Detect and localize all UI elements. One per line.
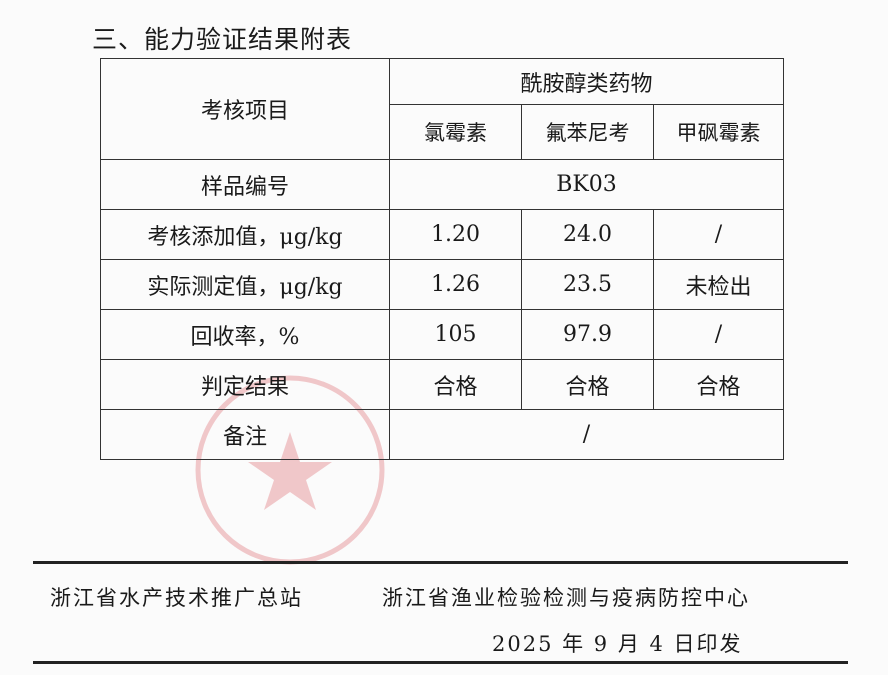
header-drug: 氯霉素 xyxy=(389,104,522,160)
section-title: 三、能力验证结果附表 xyxy=(92,25,353,54)
cell: 1.20 xyxy=(389,209,522,260)
table-row: 回收率，% 105 97.9 / xyxy=(100,309,784,360)
table-row: 样品编号 BK03 xyxy=(100,159,784,210)
issuer-2: 浙江省渔业检验检测与疫病防控中心 xyxy=(382,586,750,610)
row-label: 判定结果 xyxy=(100,359,390,410)
issuer-1: 浙江省水产技术推广总站 xyxy=(50,586,303,610)
header-item: 考核项目 xyxy=(100,58,390,160)
table-row: 备注 / xyxy=(100,409,784,460)
cell: 合格 xyxy=(521,359,654,410)
row-label: 样品编号 xyxy=(100,159,390,210)
row-label: 备注 xyxy=(100,409,390,460)
issue-date: 2025 年 9 月 4 日印发 xyxy=(492,632,743,656)
sample-id: BK03 xyxy=(389,159,784,210)
cell: 合格 xyxy=(653,359,784,410)
results-table: 考核项目 酰胺醇类药物 氯霉素 氟苯尼考 甲砜霉素 样品编号 BK03 考核添加… xyxy=(100,58,784,460)
row-label: 回收率，% xyxy=(100,309,390,360)
cell: 97.9 xyxy=(521,309,654,360)
cell: 24.0 xyxy=(521,209,654,260)
row-label: 考核添加值，μg/kg xyxy=(100,209,390,260)
table-row: 考核添加值，μg/kg 1.20 24.0 / xyxy=(100,209,784,260)
remark: / xyxy=(389,409,784,460)
divider-top xyxy=(33,561,848,564)
header-group: 酰胺醇类药物 xyxy=(389,58,784,105)
table-row: 实际测定值，μg/kg 1.26 23.5 未检出 xyxy=(100,259,784,310)
cell: / xyxy=(653,209,784,260)
cell: 105 xyxy=(389,309,522,360)
cell: / xyxy=(653,309,784,360)
cell: 23.5 xyxy=(521,259,654,310)
cell: 1.26 xyxy=(389,259,522,310)
table-row: 判定结果 合格 合格 合格 xyxy=(100,359,784,410)
header-drug: 氟苯尼考 xyxy=(521,104,654,160)
cell: 合格 xyxy=(389,359,522,410)
header-drug: 甲砜霉素 xyxy=(653,104,784,160)
cell: 未检出 xyxy=(653,259,784,310)
divider-bottom xyxy=(33,661,848,664)
row-label: 实际测定值，μg/kg xyxy=(100,259,390,310)
